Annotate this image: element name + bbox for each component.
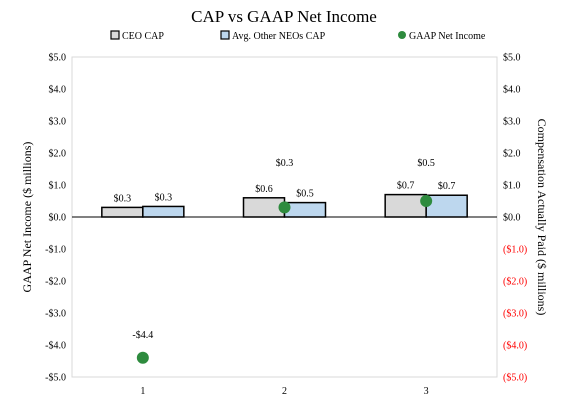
bar-neo-1 [142, 205, 185, 218]
gaap-point-2 [278, 201, 291, 214]
bar-label-neo-2: $0.5 [296, 189, 314, 200]
gaap-label-3: $0.5 [417, 158, 435, 169]
bar-neo-2 [283, 201, 327, 218]
y-right-tick-label: $2.0 [503, 149, 521, 160]
bar-label-ceo-2: $0.6 [255, 184, 273, 195]
y-left-tick-label: $1.0 [49, 181, 67, 192]
bar-neo-3 [425, 194, 468, 218]
y-left-tick-label: -$4.0 [45, 341, 66, 352]
bar-label-ceo-1: $0.3 [114, 193, 132, 204]
gaap-point-1 [136, 351, 149, 364]
y-left-tick-label: -$5.0 [45, 373, 66, 384]
legend-swatch-neo [220, 30, 230, 40]
y-right-tick-label: $5.0 [503, 53, 521, 64]
gaap-label-1: -$4.4 [132, 330, 153, 341]
axes: -$5.0 ($5.0) -$4.0 ($4.0) -$3.0 ($3.0) -$2.0 ($… [45, 53, 527, 398]
y-right-tick-label: ($3.0) [503, 309, 527, 320]
legend-label-neo: Avg. Other NEOs CAP [232, 31, 326, 42]
y-left-tick-label: $3.0 [49, 117, 67, 128]
x-tick-label: 1 [140, 386, 145, 397]
plot-area: $0.3 $0.6 $0.7 $0.3 $0.5 $0.7 -$4.4 $0.3 $0.5 [101, 158, 468, 364]
chart-title: CAP vs GAAP Net Income [191, 7, 377, 26]
bar-ceo-2 [242, 197, 286, 218]
y-left-tick-label: $4.0 [49, 85, 67, 96]
y-left-tick-label: -$3.0 [45, 309, 66, 320]
x-tick-label: 2 [282, 386, 287, 397]
legend-swatch-gaap [398, 31, 406, 39]
x-tick-label: 3 [424, 386, 429, 397]
legend-swatch-ceo [110, 30, 120, 40]
y-left-tick-label: -$1.0 [45, 245, 66, 256]
bar-ceo-1 [101, 206, 144, 218]
y-right-tick-label: $1.0 [503, 181, 521, 192]
y-axis-left-title: GAAP Net Income ($ millions) [20, 142, 34, 293]
gaap-point-3 [420, 195, 433, 207]
y-left-tick-label: -$2.0 [45, 277, 66, 288]
legend-label-ceo: CEO CAP [122, 31, 164, 42]
y-right-tick-label: $4.0 [503, 85, 521, 96]
y-axis-right-title: Compensation Actually Paid ($ millions) [535, 119, 549, 316]
bar-label-ceo-3: $0.7 [397, 181, 415, 192]
bar-ceo-3 [384, 193, 427, 218]
y-left-tick-label: $5.0 [49, 53, 67, 64]
y-right-tick-label: $3.0 [503, 117, 521, 128]
bar-label-neo-3: $0.7 [438, 181, 456, 192]
gaap-label-2: $0.3 [276, 158, 294, 169]
bar-label-neo-1: $0.3 [155, 192, 173, 203]
y-left-tick-label: $2.0 [49, 149, 67, 160]
legend-label-gaap: GAAP Net Income [409, 31, 486, 42]
y-right-tick-label: ($2.0) [503, 277, 527, 288]
y-right-tick-label: $0.0 [503, 213, 521, 224]
y-right-tick-label: ($1.0) [503, 245, 527, 256]
y-left-tick-label: $0.0 [49, 213, 67, 224]
y-right-tick-label: ($5.0) [503, 373, 527, 384]
legend: CEO CAP Avg. Other NEOs CAP GAAP Net Incom… [110, 30, 486, 42]
y-right-tick-label: ($4.0) [503, 341, 527, 352]
